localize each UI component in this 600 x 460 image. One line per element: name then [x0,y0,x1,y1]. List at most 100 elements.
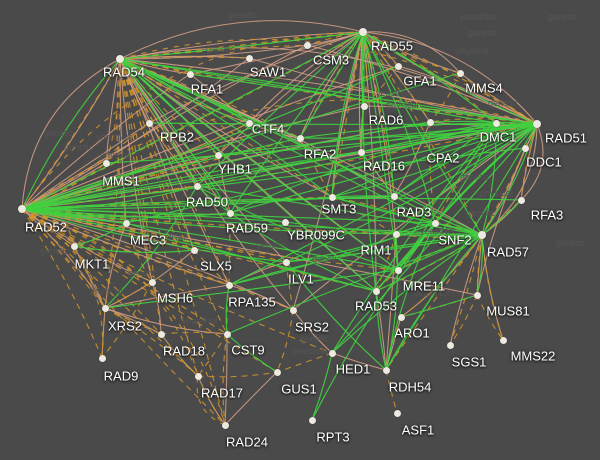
edge [21,137,301,210]
edge [476,294,504,341]
edge [21,208,286,223]
edge [21,197,522,210]
edge [73,222,127,247]
graph-node-rad52[interactable] [18,205,26,213]
graph-node-mec3[interactable] [122,219,130,227]
graph-node-snf2[interactable] [431,219,439,227]
graph-node-rad6[interactable] [360,102,368,110]
edges-green [21,31,538,421]
graph-node-csm3[interactable] [303,41,311,49]
graph-node-mkt1[interactable] [70,242,78,250]
edge [481,234,504,341]
graph-node-rfa3[interactable] [517,196,525,204]
graph-node-mre11[interactable] [394,266,402,274]
edge [104,281,153,309]
graph-node-smt3[interactable] [328,193,336,201]
graph-node-aro1[interactable] [397,313,405,321]
edge [393,123,538,197]
graph-node-mms4[interactable] [456,69,464,77]
edge [197,375,226,426]
edge [228,212,231,286]
graph-node-rfa2[interactable] [296,134,304,142]
edge [119,58,198,187]
edge [362,31,436,224]
graph-node-rad57[interactable] [478,231,486,239]
graph-node-cpa2[interactable] [426,118,434,126]
edge [228,284,294,311]
edge [21,208,399,271]
edge [21,208,230,286]
edge-arc [119,47,538,125]
graph-node-rad50[interactable] [193,182,201,190]
edge [362,31,483,236]
graph-node-rad55[interactable] [359,28,367,36]
graph-node-yhb1[interactable] [214,151,222,159]
edge [520,123,538,201]
edge [224,333,228,426]
graph-node-rad17[interactable] [194,372,202,380]
graph-node-rim1[interactable] [392,230,400,238]
edge [21,208,153,283]
edge [196,122,497,187]
edge [21,208,397,235]
graph-node-slx5[interactable] [190,246,198,254]
graph-node-rdh54[interactable] [382,366,390,374]
graph-node-mus81[interactable] [473,291,481,299]
edge [331,31,364,198]
graph-node-cst9[interactable] [223,330,231,338]
edge [125,222,153,283]
edge [119,31,364,60]
edge [119,58,219,156]
edge [119,56,250,60]
edge [393,122,497,197]
edge [21,208,333,354]
graph-node-hed1[interactable] [328,349,336,357]
graph-node-rad24[interactable] [221,421,229,429]
graph-node-rpb2[interactable] [145,119,153,127]
edge [119,58,538,125]
edge [393,121,431,197]
graph-node-ctf4[interactable] [245,119,253,127]
graph-node-rad51[interactable] [533,120,541,128]
graph-node-asf1[interactable] [393,409,401,417]
graph-node-ilv1[interactable] [282,258,290,266]
edge [481,123,538,236]
graph-node-sgs1[interactable] [446,341,454,349]
graph-node-mms1[interactable] [102,159,110,167]
edge [331,196,483,236]
graph-node-srs2[interactable] [289,306,297,314]
edge [104,307,228,335]
graph-node-dmc1[interactable] [492,119,500,127]
edge [21,73,191,210]
graph-node-rad16[interactable] [357,148,365,156]
edge [331,31,364,198]
graph-node-gfa1[interactable] [394,62,402,70]
graph-node-ybr099c[interactable] [281,218,289,226]
graph-node-mms22[interactable] [499,336,507,344]
graph-node-ddc1[interactable] [521,144,529,152]
graph-node-xrs2[interactable] [101,304,109,312]
graph-node-rad3[interactable] [390,192,398,200]
graph-node-rpt3[interactable] [308,416,316,424]
graph-node-gus1[interactable] [273,368,281,376]
graph-node-rad53[interactable] [372,287,380,295]
graph-node-saw1[interactable] [245,54,253,62]
graph-node-rad18[interactable] [157,330,165,338]
edge [119,58,228,335]
edge [21,208,226,426]
graph-node-rpa135[interactable] [225,281,233,289]
edge [119,44,308,60]
graph-node-msh6[interactable] [148,278,156,286]
edge [104,58,121,309]
graph-node-rad9[interactable] [98,354,106,362]
edge [429,120,538,125]
graph-node-rad54[interactable] [116,55,124,63]
edge [197,333,228,377]
edge [151,249,195,283]
graph-node-rad59[interactable] [226,209,234,217]
edge [119,58,230,286]
graph-node-rfa1[interactable] [186,70,194,78]
edge [222,333,228,426]
edge [21,151,362,210]
